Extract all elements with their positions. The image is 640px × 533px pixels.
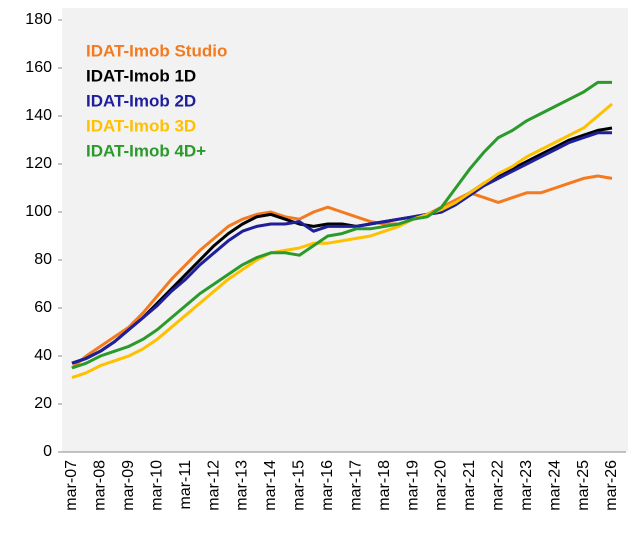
x-tick-label: mar-07: [63, 460, 80, 511]
x-tick-label: mar-22: [490, 460, 507, 511]
legend-entry: IDAT-Imob 3D: [86, 116, 196, 135]
x-tick-label: mar-13: [234, 460, 251, 511]
y-tick-label: 80: [34, 251, 52, 268]
series-line: [71, 126, 613, 365]
series-line: [71, 102, 613, 380]
y-tick-label: 120: [25, 155, 52, 172]
y-tick-label: 160: [25, 59, 52, 76]
y-tick-label: 180: [25, 11, 52, 28]
x-tick-label: mar-10: [148, 460, 165, 511]
x-tick-label: mar-19: [404, 460, 421, 511]
plot-area: [62, 8, 628, 452]
x-tick-label: mar-23: [518, 460, 535, 511]
x-tick-label: mar-24: [546, 460, 563, 511]
x-tick-label: mar-08: [92, 460, 109, 511]
y-tick-label: 140: [25, 107, 52, 124]
x-tick-label: mar-14: [262, 460, 279, 511]
series-line: [71, 80, 612, 370]
y-tick-label: 20: [34, 395, 52, 412]
x-tick-label: mar-20: [433, 460, 450, 511]
x-tick-label: mar-17: [347, 460, 364, 511]
x-tick-label: mar-16: [319, 460, 336, 511]
x-tick-label: mar-09: [120, 460, 137, 511]
series-line: [71, 174, 613, 370]
x-tick-label: mar-15: [291, 460, 308, 511]
legend-entry: IDAT-Imob 1D: [86, 66, 196, 85]
y-tick-label: 60: [34, 299, 52, 316]
y-tick-label: 40: [34, 347, 52, 364]
legend-entry: IDAT-Imob 4D+: [86, 141, 206, 160]
legend-entry: IDAT-Imob Studio: [86, 41, 227, 60]
y-tick-label: 0: [43, 443, 52, 460]
x-tick-label: mar-18: [376, 460, 393, 511]
series-line: [71, 131, 612, 365]
x-tick-label: mar-12: [205, 460, 222, 511]
legend-entry: IDAT-Imob 2D: [86, 91, 196, 110]
y-tick-label: 100: [25, 203, 52, 220]
x-tick-label: mar-21: [461, 460, 478, 511]
x-tick-label: mar-11: [177, 460, 194, 510]
x-tick-label: mar-25: [575, 460, 592, 511]
x-tick-label: mar-26: [603, 460, 620, 511]
